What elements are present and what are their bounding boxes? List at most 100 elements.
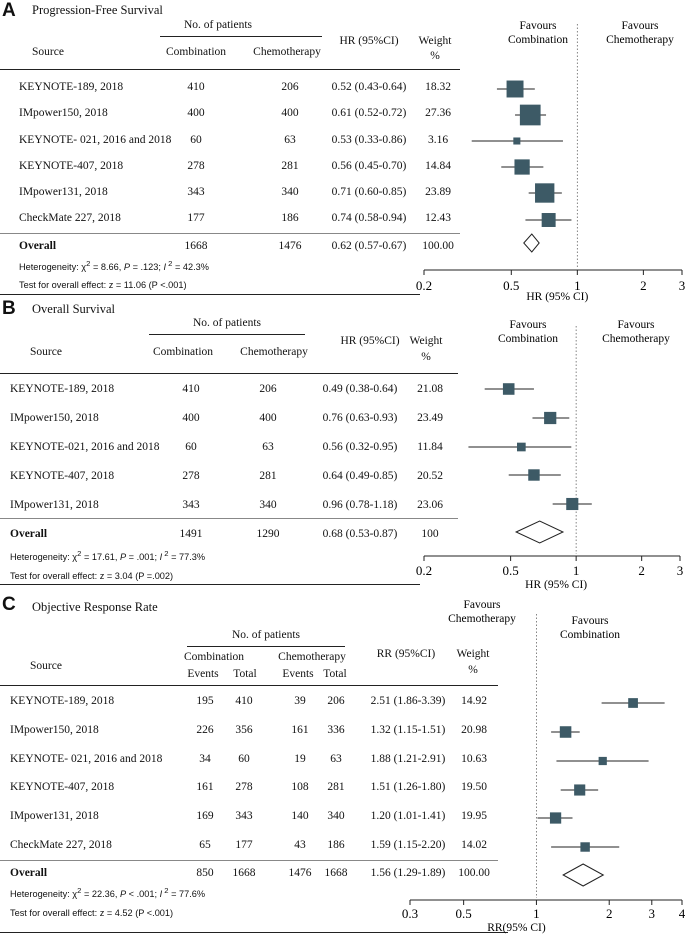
n-combination: 343 <box>182 499 200 511</box>
table-rule <box>0 294 420 295</box>
chemotherapy-header: Chemotherapy <box>240 346 308 358</box>
n-combination: 177 <box>187 212 205 224</box>
overall-diamond <box>562 863 605 887</box>
n-combination: 410 <box>187 81 205 93</box>
x-axis-label: HR (95% CI) <box>525 579 587 591</box>
study-name: CheckMate 227, 2018 <box>19 212 121 224</box>
study-name: IMpower131, 2018 <box>10 810 99 822</box>
study-name: KEYNOTE-189, 2018 <box>10 695 115 707</box>
events-header: Events <box>187 668 219 680</box>
weight: 3.16 <box>427 134 449 146</box>
study-marker <box>559 726 572 738</box>
table-rule <box>0 233 460 234</box>
events-header: Events <box>282 668 314 680</box>
effect-ci: 0.64 (0.49-0.85) <box>322 470 398 482</box>
overall-effect-note: Test for overall effect: z = 11.06 (P <.… <box>19 280 187 290</box>
events-chemotherapy: 1476 <box>288 867 312 879</box>
source-header: Source <box>30 660 62 672</box>
n-chemotherapy: 63 <box>284 134 296 146</box>
weight: 100.00 <box>458 867 490 879</box>
effect-ci: 1.51 (1.26-1.80) <box>370 781 446 793</box>
effect-ci: 0.74 (0.58-0.94) <box>331 212 407 224</box>
study-marker <box>516 442 526 452</box>
x-tick-label: 0.3 <box>402 906 418 921</box>
panel-title: Objective Response Rate <box>32 600 158 614</box>
x-tick-label: 3 <box>679 278 685 293</box>
heterogeneity-note: Heterogeneity: χ2 = 8.66, P = .123; I 2 … <box>19 259 209 273</box>
events-combination: 226 <box>196 724 214 736</box>
n-chemotherapy: 186 <box>281 212 299 224</box>
events-chemotherapy: 39 <box>294 695 306 707</box>
events-combination: 195 <box>196 695 214 707</box>
combination-header: Combination <box>183 651 245 663</box>
favours-right-label: Combination <box>560 629 620 641</box>
n-chemotherapy: 281 <box>327 781 345 793</box>
overall-label: Overall <box>10 528 48 540</box>
n-combination: 60 <box>185 441 197 453</box>
panel-letter: C <box>2 594 16 615</box>
effect-ci: 0.62 (0.57-0.67) <box>331 240 407 252</box>
effect-ci: 0.68 (0.53-0.87) <box>322 528 398 540</box>
n-chemotherapy: 186 <box>327 839 345 851</box>
panel-letter: B <box>2 298 16 319</box>
study-name: KEYNOTE-189, 2018 <box>19 81 124 93</box>
weight: 23.49 <box>417 412 443 424</box>
patients-group-header: No. of patients <box>231 629 301 641</box>
forest-plot: Favours Combination Favours Chemotherapy 0.2… <box>416 20 685 303</box>
total-header: Total <box>323 668 347 680</box>
x-tick-label: 0.5 <box>502 563 518 578</box>
header-rule <box>160 36 322 37</box>
x-tick-label: 4 <box>679 906 685 921</box>
effect-header: HR (95%CI) <box>340 335 400 347</box>
n-combination: 400 <box>187 107 205 119</box>
n-chemotherapy: 1476 <box>278 240 302 252</box>
x-tick-label: 0.2 <box>416 563 432 578</box>
weight: 14.92 <box>461 695 487 707</box>
header-rule <box>187 646 345 647</box>
events-combination: 34 <box>199 753 211 765</box>
study-name: KEYNOTE-407, 2018 <box>10 781 115 793</box>
overall-effect-note: Test for overall effect: z = 3.04 (P =.0… <box>10 571 174 581</box>
study-marker <box>628 698 638 708</box>
favours-right-label: Favours <box>621 20 659 32</box>
n-combination: 410 <box>235 695 253 707</box>
n-chemotherapy: 340 <box>327 810 345 822</box>
effect-ci: 0.49 (0.38-0.64) <box>322 383 398 395</box>
effect-ci: 2.51 (1.86-3.39) <box>370 695 446 707</box>
weight: 20.52 <box>417 470 443 482</box>
study-marker <box>549 812 562 824</box>
study-marker <box>502 383 515 395</box>
effect-ci: 0.56 (0.45-0.70) <box>331 160 407 172</box>
study-marker <box>519 104 541 126</box>
events-chemotherapy: 43 <box>294 839 306 851</box>
panel-title: Overall Survival <box>32 302 115 316</box>
effect-header: RR (95%CI) <box>376 648 436 660</box>
x-tick-label: 3 <box>677 563 684 578</box>
x-tick-label: 0.2 <box>416 278 432 293</box>
x-axis-label: RR(95% CI) <box>487 922 546 934</box>
study-name: IMpower131, 2018 <box>19 186 108 198</box>
x-tick-label: 2 <box>640 278 647 293</box>
study-name: KEYNOTE- 021, 2016 and 2018 <box>19 134 172 146</box>
panel-letter: A <box>2 0 16 21</box>
weight: 100.00 <box>422 240 454 252</box>
weight-header: Weight % <box>418 35 452 62</box>
study-name: KEYNOTE-021, 2016 and 2018 <box>10 441 160 453</box>
favours-left-label: Favours <box>463 599 501 611</box>
chemotherapy-header: Chemotherapy <box>278 651 346 663</box>
n-combination: 1668 <box>184 240 208 252</box>
table-rule <box>0 584 420 585</box>
n-chemotherapy: 281 <box>281 160 299 172</box>
events-chemotherapy: 140 <box>291 810 309 822</box>
heterogeneity-note: Heterogeneity: χ2 = 17.61, P = .001; I 2… <box>10 549 206 563</box>
n-combination: 1491 <box>179 528 203 540</box>
study-marker <box>535 183 555 203</box>
favours-left-label: Combination <box>508 34 568 46</box>
n-combination: 1668 <box>232 867 256 879</box>
overall-diamond <box>523 233 540 253</box>
study-marker <box>528 469 540 481</box>
events-chemotherapy: 108 <box>291 781 309 793</box>
study-marker <box>513 137 521 145</box>
overall-label: Overall <box>10 867 48 879</box>
table-rule <box>0 685 498 686</box>
